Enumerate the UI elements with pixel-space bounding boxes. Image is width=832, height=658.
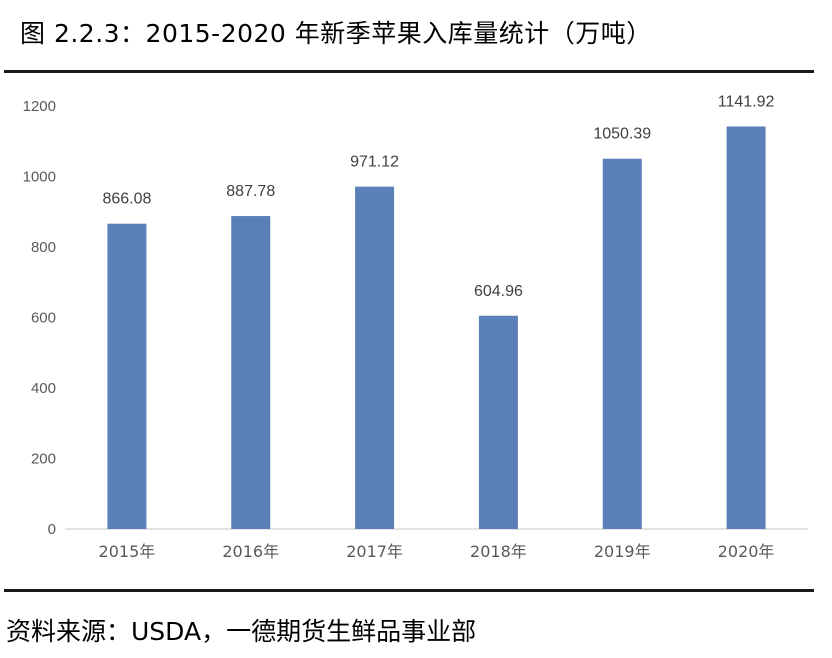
- bar: [602, 158, 642, 529]
- x-tick-label: 2019年: [594, 542, 651, 561]
- data-label: 604.96: [474, 283, 523, 300]
- y-tick-label: 0: [48, 521, 56, 538]
- x-tick-label: 2020年: [718, 542, 775, 561]
- top-rule: [4, 70, 814, 73]
- bar: [726, 126, 766, 529]
- data-label: 1050.39: [593, 126, 651, 143]
- y-axis: 0 200 400 600 800 1000 1200: [23, 98, 56, 538]
- y-tick-label: 200: [31, 451, 56, 468]
- bar: [231, 216, 271, 529]
- y-tick-label: 1200: [23, 98, 56, 115]
- bottom-rule: [4, 589, 814, 592]
- x-tick-label: 2017年: [346, 542, 403, 561]
- bar: [478, 315, 518, 529]
- x-tick-label: 2018年: [470, 542, 527, 561]
- y-tick-label: 400: [31, 380, 56, 397]
- x-axis: 2015年 2016年 2017年 2018年 2019年 2020年: [99, 542, 775, 561]
- figure-title: 图 2.2.3：2015-2020 年新季苹果入库量统计（万吨）: [20, 19, 652, 48]
- x-tick-label: 2015年: [99, 542, 156, 561]
- bar-chart: 0 200 400 600 800 1000 1200 866.08 887.78 971.12…: [23, 93, 808, 561]
- x-tick-label: 2016年: [222, 542, 279, 561]
- bar: [355, 186, 395, 529]
- source-note: 资料来源：USDA，一德期货生鲜品事业部: [6, 617, 477, 646]
- data-label: 866.08: [102, 191, 151, 208]
- bars: [107, 126, 766, 530]
- data-label: 887.78: [226, 183, 275, 200]
- bar: [107, 223, 147, 530]
- data-labels: 866.08 887.78 971.12 604.96 1050.39 1141.92: [102, 93, 774, 299]
- data-label: 1141.92: [718, 93, 775, 110]
- y-tick-label: 800: [31, 239, 56, 256]
- data-label: 971.12: [350, 154, 399, 171]
- y-tick-label: 1000: [23, 169, 56, 186]
- y-tick-label: 600: [31, 310, 56, 327]
